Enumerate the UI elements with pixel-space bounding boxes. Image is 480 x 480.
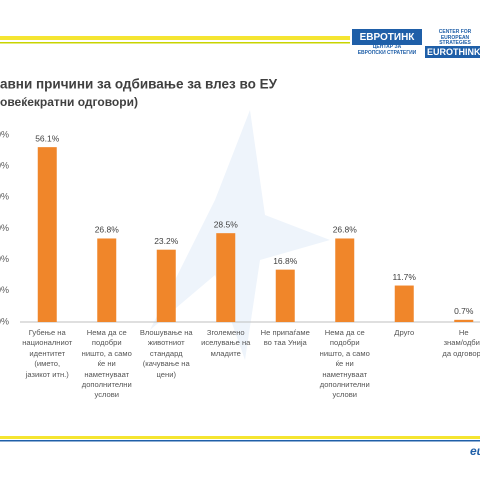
x-tick-label: Зголемено иселување на младите [201,328,251,358]
y-tick-label: 40% [0,192,9,202]
x-tick-label: Друго [394,328,415,337]
bar [97,238,117,322]
x-tick-label: Не припаѓаме во таа Унија [260,328,310,348]
top-stripe-thin [0,42,350,44]
y-tick-label: 10% [0,285,9,295]
bar [454,319,474,322]
y-tick-label: 0% [0,316,9,326]
value-label: 56.1% [35,133,60,143]
value-label: 11.7% [393,272,417,282]
bar [216,233,236,322]
x-tick-label: Нема да се подобри ништо, а само ќе ни н… [81,328,132,400]
bottom-stripe-blue [0,440,480,442]
bottom-stripe [0,436,480,439]
logo-en-name: EUROTHINK [427,47,480,57]
y-tick-label: 20% [0,254,9,264]
chart-subtitle: овеќекратни одговори) [0,95,138,109]
x-tick-label: Не знам/одбив да одговори [442,328,480,358]
bar [37,147,57,322]
value-label: 23.2% [154,236,179,246]
logo-mk-name: ЕВРОТИНК [360,32,416,43]
chart-title: авни причини за одбивање за влез во ЕУ [0,77,278,92]
x-tick-label: Губење на националниот идентитет (името,… [22,328,73,379]
x-tick-label: Влошување на животниот стандард (качувањ… [139,328,193,379]
y-tick-label: 50% [0,161,9,171]
bar [275,269,295,322]
bar [156,249,176,322]
logo-mk-box [352,29,422,45]
bar [394,285,414,322]
top-stripe [0,36,350,40]
value-label: 26.8% [95,225,120,235]
value-label: 26.8% [333,225,358,235]
y-tick-label: 30% [0,223,9,233]
logo-en-sub: CENTER FOR EUROPEAN STRATEGIES [438,29,472,46]
footer-logo: eu [470,444,480,458]
value-label: 28.5% [214,219,239,229]
bar [335,238,355,322]
x-tick-label: Нема да се подобри ништо, а само ќе ни н… [319,328,370,400]
value-label: 0.7% [454,306,474,316]
logo-en-box [425,46,480,58]
watermark-star [150,110,330,360]
y-tick-label: 60% [0,129,9,139]
logo-mk-sub: ЦЕНТАР ЗА ЕВРОПСКИ СТРАТЕГИИ [357,44,417,56]
value-label: 16.8% [273,256,298,266]
